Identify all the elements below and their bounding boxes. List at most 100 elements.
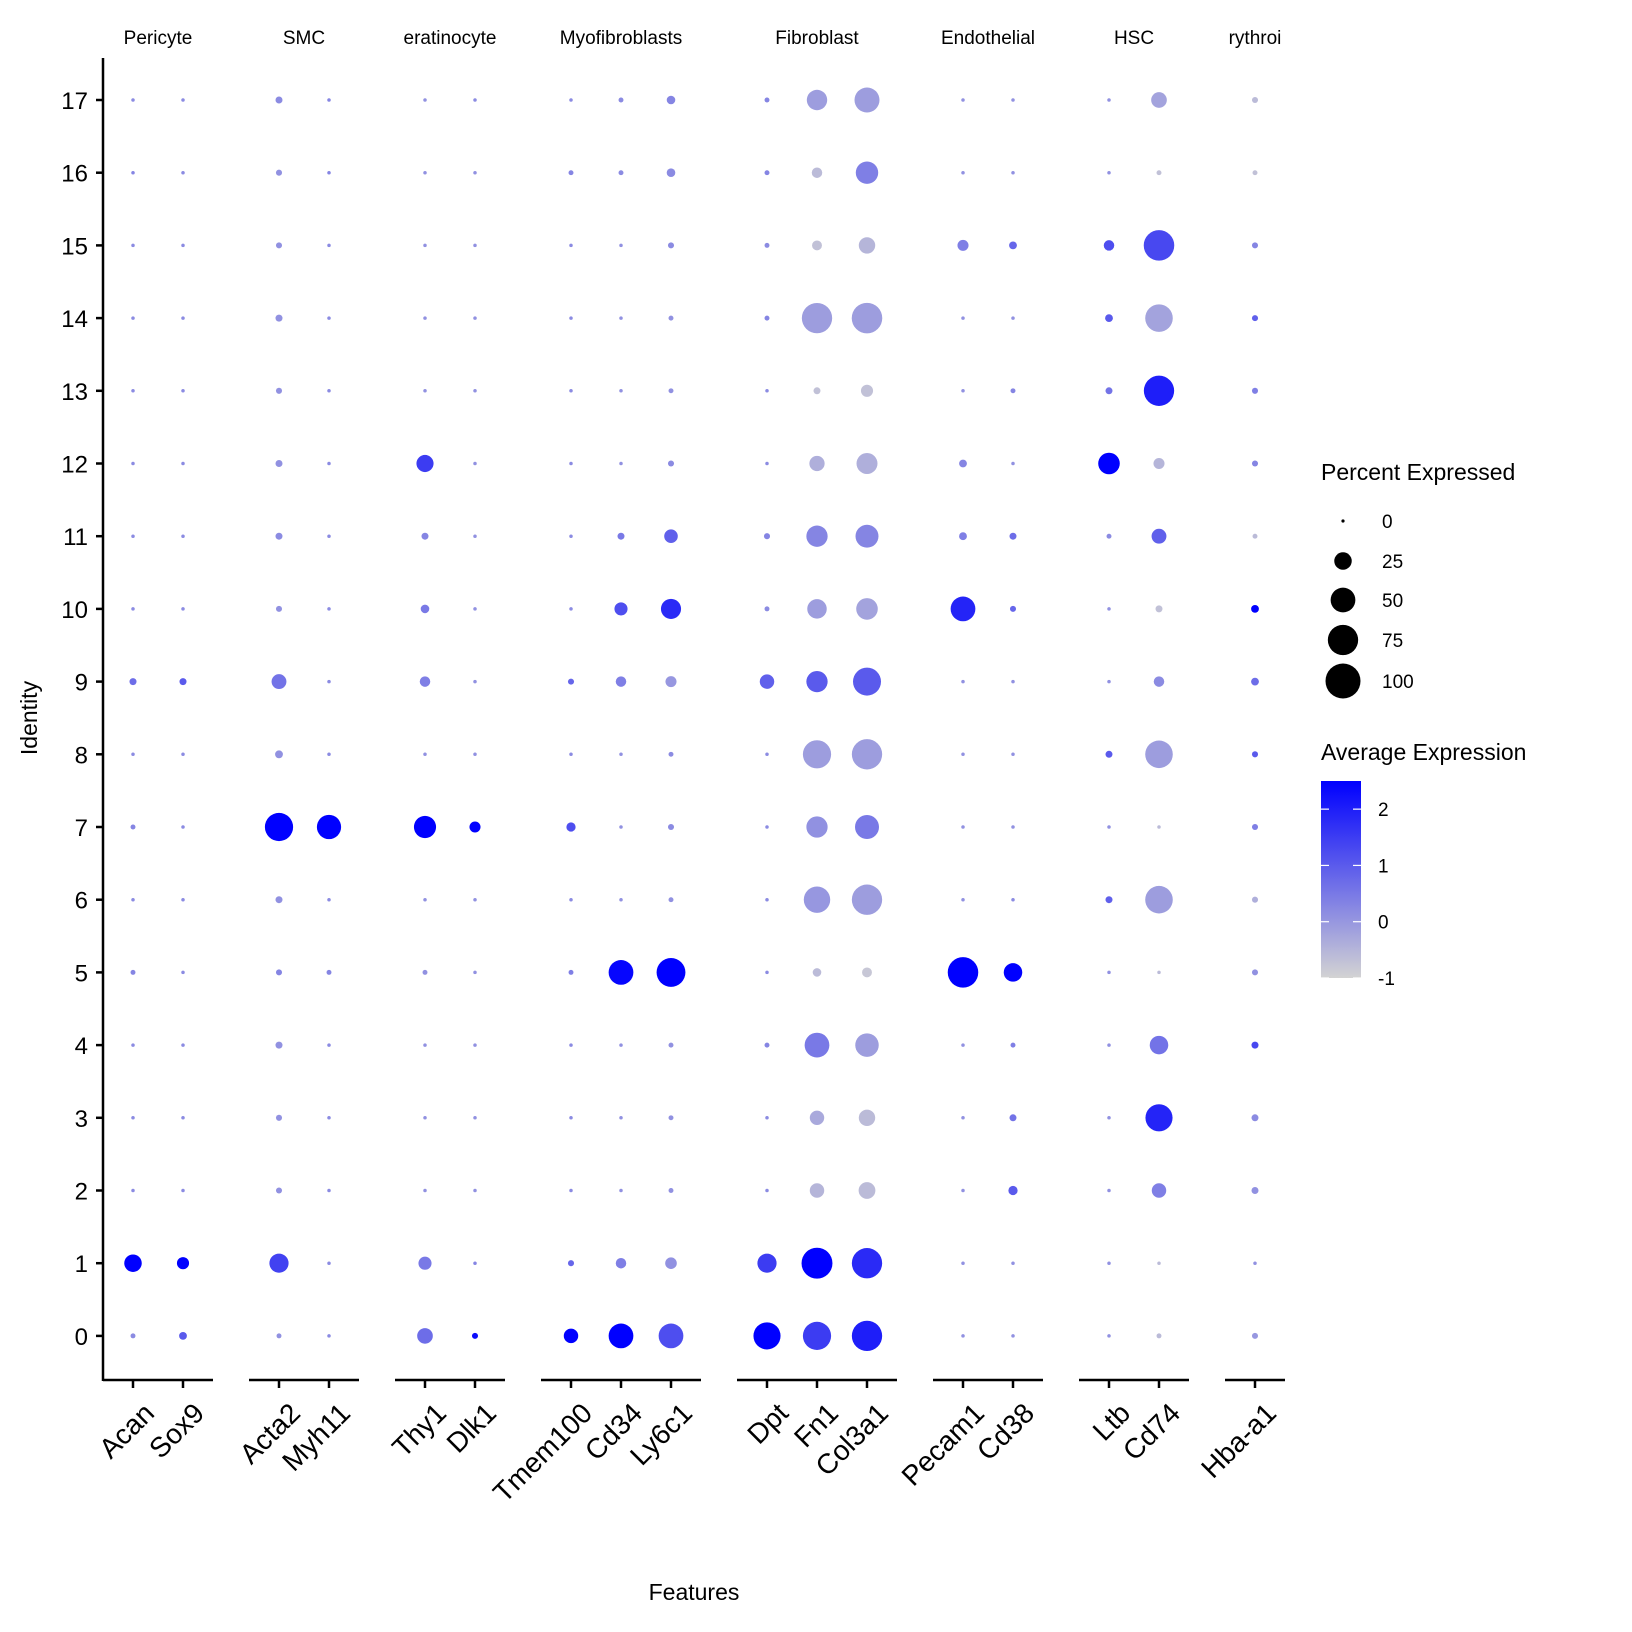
dot <box>1251 242 1259 249</box>
dot <box>1008 1185 1018 1196</box>
dot <box>757 1253 777 1273</box>
dot <box>765 461 769 466</box>
dot <box>131 752 135 757</box>
dot <box>1252 533 1258 539</box>
colorbar-label: -1 <box>1378 969 1395 990</box>
y-tick-label: 2 <box>75 1179 88 1206</box>
dot <box>473 1188 477 1193</box>
dot <box>181 461 185 466</box>
dot <box>1143 230 1175 261</box>
colorbar-label: 1 <box>1378 856 1389 877</box>
dot <box>131 389 135 393</box>
dot <box>619 1043 623 1047</box>
colorbar-label: 2 <box>1378 800 1389 821</box>
dot <box>806 816 828 838</box>
dot <box>619 389 623 393</box>
dot <box>327 170 331 175</box>
dot <box>1105 314 1113 323</box>
size-legend-title: Percent Expressed <box>1321 459 1515 485</box>
size-legend-label: 100 <box>1382 672 1414 693</box>
group-label: Endothelial <box>941 28 1035 49</box>
dot <box>1011 98 1015 102</box>
dot <box>1011 825 1015 829</box>
dot <box>1105 896 1113 904</box>
dot <box>1011 752 1015 757</box>
dot <box>1251 969 1259 976</box>
dot <box>619 461 623 466</box>
dot <box>802 740 832 769</box>
dot <box>569 1116 573 1120</box>
dot <box>473 970 477 975</box>
dot <box>809 1110 825 1126</box>
dot <box>804 1032 830 1058</box>
dot <box>473 1116 477 1120</box>
dot <box>473 1043 477 1047</box>
color-legend-title: Average Expression <box>1321 739 1526 765</box>
dot <box>851 1320 883 1352</box>
dot <box>269 1253 289 1273</box>
y-tick-label: 1 <box>75 1251 88 1278</box>
dot <box>568 170 574 176</box>
dot <box>473 679 477 684</box>
dot <box>181 607 185 611</box>
dot <box>764 242 770 248</box>
dot <box>131 1188 135 1193</box>
dot <box>809 455 825 472</box>
dot <box>1107 1188 1111 1193</box>
dot <box>619 316 623 320</box>
dot <box>181 534 185 538</box>
color-legend: Average Expression 2 1 0 -1 <box>1321 739 1526 990</box>
dot <box>759 674 775 689</box>
dot <box>471 1332 479 1339</box>
dot <box>619 825 623 829</box>
dot <box>1010 388 1016 394</box>
dot <box>131 98 135 102</box>
dot <box>1011 1334 1015 1338</box>
dot <box>959 532 967 541</box>
dot <box>418 1256 432 1270</box>
dot <box>326 969 332 975</box>
dot <box>1010 1042 1016 1048</box>
dot <box>1156 170 1162 176</box>
dot <box>569 316 573 320</box>
dot <box>851 1248 883 1279</box>
dot <box>668 1115 674 1121</box>
dot <box>327 897 331 902</box>
dot <box>569 461 573 466</box>
dot <box>469 821 481 833</box>
dot <box>666 95 676 105</box>
dot <box>763 533 771 540</box>
dot <box>1252 170 1258 176</box>
dot <box>1145 740 1173 769</box>
group-label: Myofibroblasts <box>560 28 683 49</box>
dot <box>181 389 185 393</box>
dot <box>566 822 576 832</box>
dot <box>563 1328 579 1344</box>
dot <box>181 170 185 175</box>
x-tick-label: Tmem100 <box>487 1397 598 1508</box>
size-legend-label: 25 <box>1382 552 1403 573</box>
dot <box>327 534 331 538</box>
dot <box>1251 604 1259 613</box>
dot <box>417 1328 433 1344</box>
dot <box>131 1116 135 1120</box>
group-label: Pericyte <box>124 28 193 49</box>
dot <box>1011 170 1015 175</box>
x-tick-label: Hba-a1 <box>1195 1397 1282 1484</box>
dot <box>862 967 872 978</box>
x-tick-label: Dlk1 <box>441 1397 503 1459</box>
dot <box>1009 241 1017 250</box>
dot <box>1011 1261 1015 1265</box>
dot <box>421 532 429 540</box>
dot <box>1153 676 1165 687</box>
dot <box>569 98 573 102</box>
dot <box>801 1247 833 1279</box>
dot <box>619 1188 623 1193</box>
dot <box>1151 528 1167 544</box>
dot <box>275 605 283 612</box>
dot <box>327 1261 331 1265</box>
dot <box>764 170 770 176</box>
dot <box>619 897 623 902</box>
dot <box>961 98 965 102</box>
